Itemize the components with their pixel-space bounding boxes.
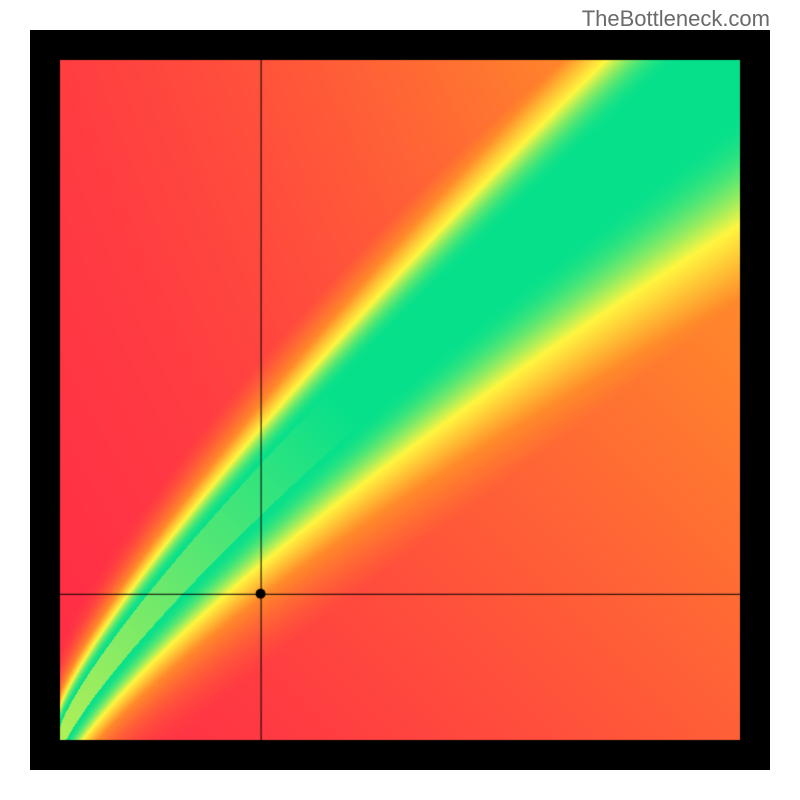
watermark-text: TheBottleneck.com — [582, 6, 770, 32]
heatmap-canvas — [30, 30, 770, 770]
heatmap-plot — [30, 30, 770, 770]
chart-container: TheBottleneck.com — [0, 0, 800, 800]
